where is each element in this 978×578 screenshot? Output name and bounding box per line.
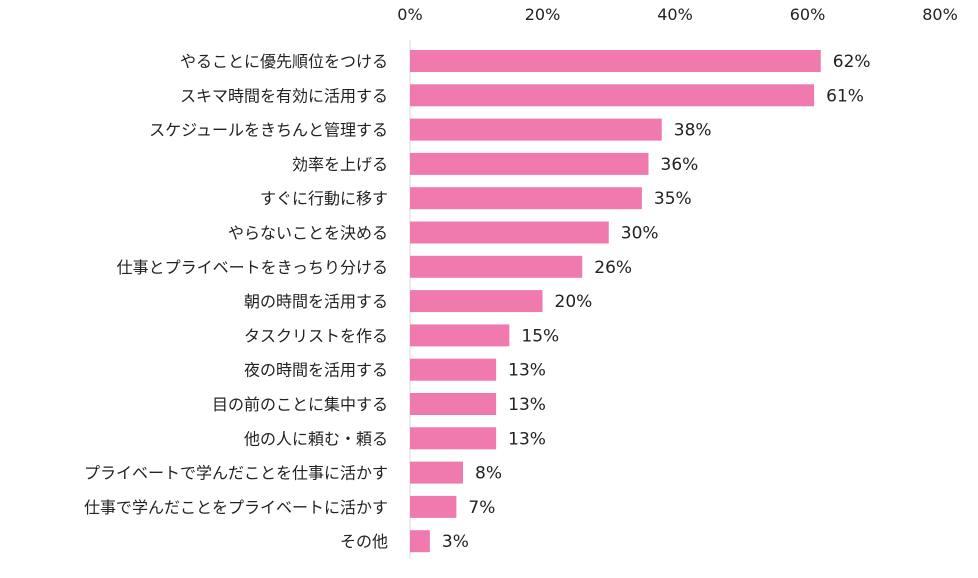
value-label: 26% — [594, 258, 632, 278]
category-label: やることに優先順位をつける — [180, 52, 388, 71]
category-label: 朝の時間を活用する — [244, 292, 388, 311]
value-label: 30% — [621, 224, 659, 244]
category-labels: やることに優先順位をつけるスキマ時間を有効に活用するスケジュールをきちんと管理す… — [84, 52, 388, 551]
value-label: 13% — [508, 429, 546, 449]
bar — [410, 461, 463, 484]
bar — [410, 495, 457, 518]
bar — [410, 221, 609, 244]
category-label: やらないことを決める — [228, 224, 388, 243]
value-label: 61% — [826, 86, 864, 106]
category-label: 夜の時間を活用する — [244, 361, 388, 380]
value-label: 15% — [521, 326, 559, 346]
x-tick-label: 40% — [657, 5, 693, 24]
bar — [410, 152, 649, 175]
category-label: プライベートで学んだことを仕事に活かす — [84, 464, 388, 483]
x-tick-label: 0% — [397, 5, 422, 24]
value-label: 38% — [674, 121, 712, 141]
bar — [410, 290, 543, 313]
value-label: 62% — [833, 52, 871, 72]
bar — [410, 393, 497, 415]
x-tick-label: 60% — [790, 5, 826, 24]
bar — [410, 50, 821, 72]
value-label: 20% — [555, 292, 593, 312]
category-label: 仕事で学んだことをプライベートに活かす — [84, 498, 388, 517]
bars — [410, 50, 821, 553]
value-label: 35% — [654, 189, 692, 209]
category-label: 他の人に頼む・頼る — [244, 429, 388, 448]
bar — [410, 255, 583, 278]
value-label: 7% — [468, 498, 495, 518]
bar — [410, 530, 430, 553]
category-label: 効率を上げる — [292, 155, 388, 174]
value-label: 36% — [661, 155, 699, 175]
category-label: すぐに行動に移す — [260, 189, 388, 208]
bar — [410, 84, 815, 107]
category-label: 仕事とプライベートをきっちり分ける — [117, 258, 388, 277]
value-label: 3% — [442, 532, 469, 552]
category-label: スケジュールをきちんと管理する — [149, 121, 388, 140]
x-tick-label: 80% — [922, 5, 958, 24]
value-label: 13% — [508, 395, 546, 415]
bar — [410, 187, 642, 210]
value-label: 8% — [475, 464, 502, 484]
bar — [410, 118, 662, 141]
bar — [410, 358, 497, 381]
x-tick-label: 20% — [525, 5, 561, 24]
bar — [410, 427, 497, 450]
category-label: タスクリストを作る — [244, 326, 388, 345]
value-labels: 62% 61% 38% 36% 35% 30% 26%20% 15% 13% 13% 13% 8% 7%… — [442, 52, 871, 552]
value-label: 13% — [508, 361, 546, 381]
category-label: 目の前のことに集中する — [212, 395, 388, 414]
category-label: その他 — [340, 532, 388, 551]
category-label: スキマ時間を有効に活用する — [180, 86, 388, 105]
bar — [410, 324, 510, 347]
